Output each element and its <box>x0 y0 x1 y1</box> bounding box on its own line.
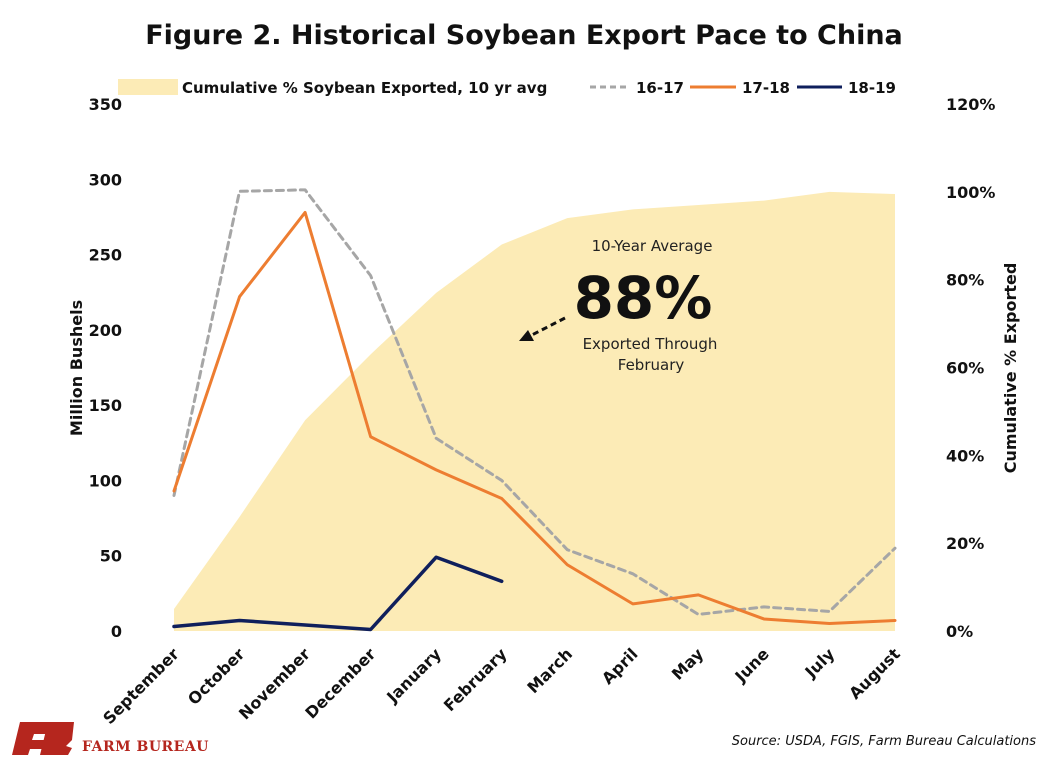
y-tick-label: 300 <box>89 170 122 189</box>
annotation: 10-Year Average 88% Exported Through Feb… <box>519 237 717 374</box>
x-tick-label: June <box>731 644 773 686</box>
x-tick-label: January <box>382 644 445 707</box>
x-tick-label: July <box>801 644 839 682</box>
legend-label-16-17: 16-17 <box>636 79 684 97</box>
logo-mark-b <box>40 722 74 755</box>
chart-title: Figure 2. Historical Soybean Export Pace… <box>145 20 903 51</box>
y2-tick-label: 120% <box>946 95 995 114</box>
y-tick-label: 50 <box>100 547 122 566</box>
plot-area: 0 50 100 150 200 250 300 350 0% 20% 40% 60% 80% 100% 1… <box>89 95 996 728</box>
annotation-line1: 10-Year Average <box>592 237 713 255</box>
x-tick-label: October <box>184 644 248 708</box>
legend-label-area: Cumulative % Soybean Exported, 10 yr avg <box>182 79 547 97</box>
y2-tick-label: 40% <box>946 446 984 465</box>
annotation-line3: February <box>618 356 685 374</box>
y2-tick-label: 100% <box>946 183 995 202</box>
x-tick-label: February <box>440 644 511 715</box>
y2-tick-label: 20% <box>946 534 984 553</box>
x-tick-label: September <box>99 644 183 728</box>
x-tick-label: November <box>235 644 314 723</box>
y-tick-label: 100 <box>89 471 122 490</box>
x-tick-label: August <box>845 644 904 703</box>
area-series-10yr-avg <box>174 191 895 632</box>
annotation-arrow-line <box>529 316 566 338</box>
annotation-arrow-head <box>519 330 534 341</box>
line-series-16-17 <box>172 188 897 616</box>
legend-label-18-19: 18-19 <box>848 79 896 97</box>
source-note: Source: USDA, FGIS, Farm Bureau Calculat… <box>732 734 1036 749</box>
y-tick-label: 0 <box>111 622 122 641</box>
legend-swatch-area <box>118 79 178 95</box>
y2-tick-label: 0% <box>946 622 973 641</box>
logo-text: FARM BUREAU <box>82 739 209 755</box>
y2-tick-label: 60% <box>946 359 984 378</box>
x-tick-label: April <box>598 644 642 688</box>
annotation-line2: Exported Through <box>583 335 718 353</box>
x-tick-label: March <box>523 644 576 697</box>
y-tick-label: 250 <box>89 246 122 265</box>
line-series-17-18 <box>172 210 897 625</box>
y-tick-label: 350 <box>89 95 122 114</box>
line-series-18-19 <box>172 555 504 632</box>
y-tick-label: 200 <box>89 321 122 340</box>
legend: Cumulative % Soybean Exported, 10 yr avg… <box>118 79 896 97</box>
farm-bureau-logo: FARM BUREAU <box>12 722 209 755</box>
x-tick-label: December <box>301 644 379 722</box>
y-tick-label: 150 <box>89 396 122 415</box>
y2-axis-title: Cumulative % Exported <box>1001 263 1020 474</box>
legend-label-17-18: 17-18 <box>742 79 790 97</box>
annotation-big: 88% <box>574 264 713 332</box>
y-axis-title: Million Bushels <box>67 300 86 436</box>
x-tick-label: May <box>668 644 708 684</box>
y2-tick-label: 80% <box>946 271 984 290</box>
